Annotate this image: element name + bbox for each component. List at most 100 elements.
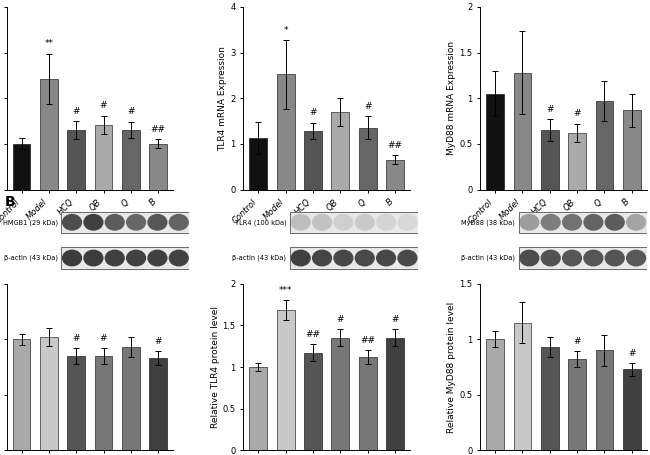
- Ellipse shape: [148, 215, 167, 230]
- Bar: [290, 212, 418, 233]
- Ellipse shape: [605, 215, 624, 230]
- Bar: [568, 133, 586, 190]
- Bar: [486, 339, 504, 450]
- Bar: [332, 338, 349, 450]
- Text: β-actin (43 kDa): β-actin (43 kDa): [461, 255, 515, 261]
- Text: #: #: [100, 334, 107, 343]
- Ellipse shape: [105, 215, 124, 230]
- Bar: [61, 248, 189, 269]
- Ellipse shape: [563, 250, 582, 266]
- Bar: [290, 212, 418, 233]
- Bar: [61, 248, 189, 269]
- Ellipse shape: [62, 250, 81, 266]
- Bar: [386, 160, 404, 190]
- Bar: [304, 131, 322, 190]
- Text: ##: ##: [387, 141, 402, 150]
- Bar: [514, 73, 531, 190]
- Text: #: #: [546, 105, 553, 114]
- Ellipse shape: [291, 250, 310, 266]
- Ellipse shape: [541, 215, 560, 230]
- Bar: [359, 357, 376, 450]
- Ellipse shape: [170, 250, 188, 266]
- Bar: [386, 338, 404, 450]
- Bar: [122, 347, 140, 450]
- Ellipse shape: [398, 215, 417, 230]
- Text: ***: ***: [279, 286, 293, 295]
- Bar: [68, 130, 85, 190]
- Text: β-actin (43 kDa): β-actin (43 kDa): [233, 255, 287, 261]
- Bar: [623, 369, 641, 450]
- Ellipse shape: [334, 215, 353, 230]
- Ellipse shape: [356, 215, 374, 230]
- Bar: [595, 101, 613, 190]
- Ellipse shape: [170, 215, 188, 230]
- Bar: [290, 248, 418, 269]
- Text: #: #: [337, 315, 344, 324]
- Text: HMGB1 (29 kDa): HMGB1 (29 kDa): [3, 219, 58, 226]
- Bar: [250, 138, 267, 190]
- Ellipse shape: [627, 250, 645, 266]
- Text: #: #: [72, 334, 80, 343]
- Text: **: **: [44, 40, 53, 48]
- Ellipse shape: [148, 250, 167, 266]
- Bar: [359, 128, 376, 190]
- Ellipse shape: [377, 250, 395, 266]
- Ellipse shape: [584, 215, 603, 230]
- Bar: [250, 367, 267, 450]
- Text: TLR4 (100 kDa): TLR4 (100 kDa): [235, 219, 287, 226]
- Bar: [595, 350, 613, 450]
- Ellipse shape: [313, 250, 332, 266]
- Ellipse shape: [541, 250, 560, 266]
- Ellipse shape: [127, 215, 146, 230]
- Ellipse shape: [105, 250, 124, 266]
- Bar: [40, 79, 58, 190]
- Bar: [12, 339, 31, 450]
- Y-axis label: Relative TLR4 protein level: Relative TLR4 protein level: [211, 306, 220, 428]
- Bar: [541, 130, 558, 190]
- Ellipse shape: [627, 215, 645, 230]
- Y-axis label: Relative MyD88 protein level: Relative MyD88 protein level: [447, 301, 456, 433]
- Text: MyD88 (38 kDa): MyD88 (38 kDa): [461, 219, 515, 226]
- Bar: [290, 248, 418, 269]
- Ellipse shape: [563, 215, 582, 230]
- Bar: [95, 125, 112, 190]
- Text: *: *: [283, 25, 288, 35]
- Bar: [332, 112, 349, 190]
- Text: #: #: [573, 338, 581, 346]
- Ellipse shape: [584, 250, 603, 266]
- Bar: [40, 337, 58, 450]
- Text: ##: ##: [151, 125, 166, 134]
- Bar: [568, 359, 586, 450]
- Bar: [519, 212, 647, 233]
- Bar: [277, 75, 294, 190]
- Ellipse shape: [377, 215, 395, 230]
- Bar: [61, 212, 189, 233]
- Text: B: B: [5, 195, 16, 209]
- Bar: [150, 144, 167, 190]
- Text: #: #: [573, 109, 581, 118]
- Text: #: #: [127, 107, 135, 116]
- Y-axis label: MyD88 mRNA Expression: MyD88 mRNA Expression: [447, 41, 456, 155]
- Ellipse shape: [520, 250, 539, 266]
- Bar: [61, 212, 189, 233]
- Text: #: #: [155, 338, 162, 346]
- Text: #: #: [72, 106, 80, 116]
- Bar: [68, 356, 85, 450]
- Ellipse shape: [313, 215, 332, 230]
- Ellipse shape: [334, 250, 353, 266]
- Bar: [541, 347, 558, 450]
- Bar: [122, 130, 140, 190]
- Text: ##: ##: [306, 330, 320, 339]
- Text: β-actin (43 kDa): β-actin (43 kDa): [4, 255, 58, 261]
- Text: #: #: [628, 349, 636, 358]
- Ellipse shape: [127, 250, 146, 266]
- Bar: [95, 356, 112, 450]
- Bar: [519, 248, 647, 269]
- Ellipse shape: [605, 250, 624, 266]
- Bar: [519, 248, 647, 269]
- Ellipse shape: [520, 215, 539, 230]
- Ellipse shape: [291, 215, 310, 230]
- Bar: [277, 310, 294, 450]
- Ellipse shape: [398, 250, 417, 266]
- Text: #: #: [100, 101, 107, 110]
